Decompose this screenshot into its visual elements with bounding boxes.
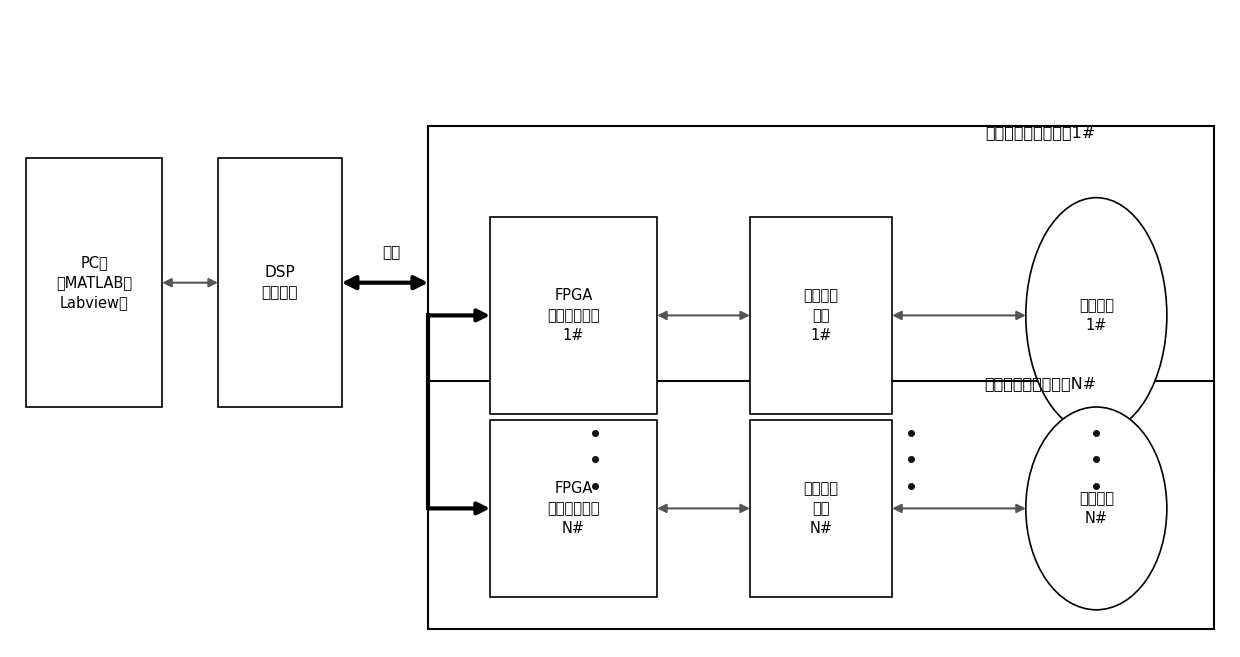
Ellipse shape	[1025, 407, 1167, 610]
Bar	[490, 420, 657, 597]
Text: 总线: 总线	[382, 245, 401, 260]
Text: FPGA
数据采集单元
N#: FPGA 数据采集单元 N#	[547, 481, 600, 535]
Text: 关节电机
N#: 关节电机 N#	[1079, 491, 1114, 526]
Text: 机器人关节控制单元1#: 机器人关节控制单元1#	[986, 125, 1096, 140]
Text: 机器人关节控制单元N#: 机器人关节控制单元N#	[985, 376, 1096, 392]
Text: FPGA
数据采集单元
1#: FPGA 数据采集单元 1#	[547, 288, 600, 343]
Bar	[428, 381, 1214, 629]
Bar	[750, 217, 893, 413]
Bar	[750, 420, 893, 597]
Text: 隔离驱动
单元
N#: 隔离驱动 单元 N#	[804, 481, 838, 535]
Text: 关节电机
1#: 关节电机 1#	[1079, 298, 1114, 333]
Bar	[26, 158, 162, 407]
Ellipse shape	[1025, 198, 1167, 433]
Text: 隔离驱动
单元
1#: 隔离驱动 单元 1#	[804, 288, 838, 343]
Bar	[490, 217, 657, 413]
Text: DSP
控制单元: DSP 控制单元	[262, 265, 298, 300]
Text: PC机
（MATLAB、
Labview）: PC机 （MATLAB、 Labview）	[56, 256, 133, 310]
Bar	[428, 125, 1214, 472]
Bar	[218, 158, 342, 407]
